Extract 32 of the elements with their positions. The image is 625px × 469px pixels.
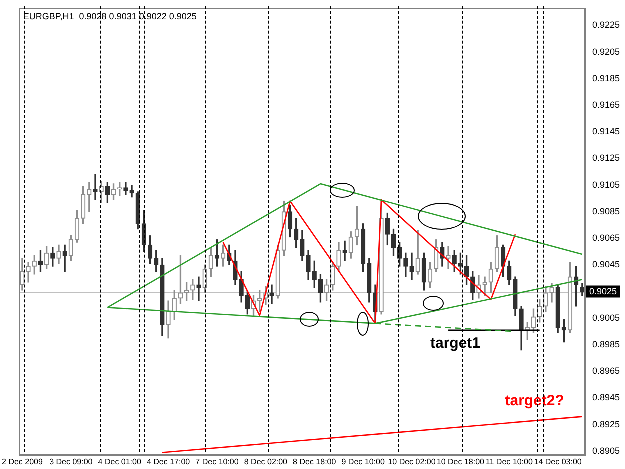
y-tick-label: 0.9205 <box>592 46 620 57</box>
y-tick-label: 0.9145 <box>592 126 620 137</box>
y-tick-label: 0.9125 <box>592 153 620 164</box>
y-tick-label: 0.8905 <box>592 446 620 456</box>
y-tick-label: 0.8965 <box>592 366 620 376</box>
x-tick-label: 14 Dec 03:00 <box>534 457 582 466</box>
x-tick-label: 8 Dec 18:00 <box>293 457 337 466</box>
x-tick-label: 10 Dec 02:00 <box>388 457 436 466</box>
series-label: target1 <box>430 334 481 352</box>
chart-title: EURGBP,H1 0.9028 0.9031 0.9022 0.9025 <box>23 11 197 22</box>
y-tick-label: 0.9005 <box>592 312 620 323</box>
x-tick-label: 3 Dec 09:00 <box>50 457 94 466</box>
x-tick-label: 4 Dec 17:00 <box>146 457 191 466</box>
x-tick-label: 11 Dec 10:00 <box>486 457 534 466</box>
x-tick-label: 4 Dec 01:00 <box>98 457 142 466</box>
y-tick-label: 0.9065 <box>592 233 620 244</box>
y-tick-label: 0.8925 <box>592 419 620 430</box>
y-tick-label: 0.9085 <box>592 206 620 216</box>
x-tick-label: 10 Dec 18:00 <box>436 457 486 466</box>
x-tick-label: 7 Dec 10:00 <box>196 457 240 466</box>
series-label: target2? <box>505 392 564 410</box>
x-tick-label: 9 Dec 10:00 <box>342 457 386 466</box>
ref-line-label: 0.9025 <box>589 286 618 296</box>
y-tick-label: 0.8945 <box>592 392 620 403</box>
y-tick-label: 0.9165 <box>592 100 620 110</box>
x-tick-label: 2 Dec 2009 <box>2 457 44 466</box>
y-tick-label: 0.9105 <box>592 180 620 190</box>
x-tick-label: 8 Dec 02:00 <box>244 457 288 466</box>
y-tick-label: 0.9045 <box>592 260 620 270</box>
y-tick-label: 0.9185 <box>592 73 620 84</box>
y-tick-label: 0.8985 <box>592 339 620 350</box>
y-tick-label: 0.9225 <box>592 20 620 30</box>
